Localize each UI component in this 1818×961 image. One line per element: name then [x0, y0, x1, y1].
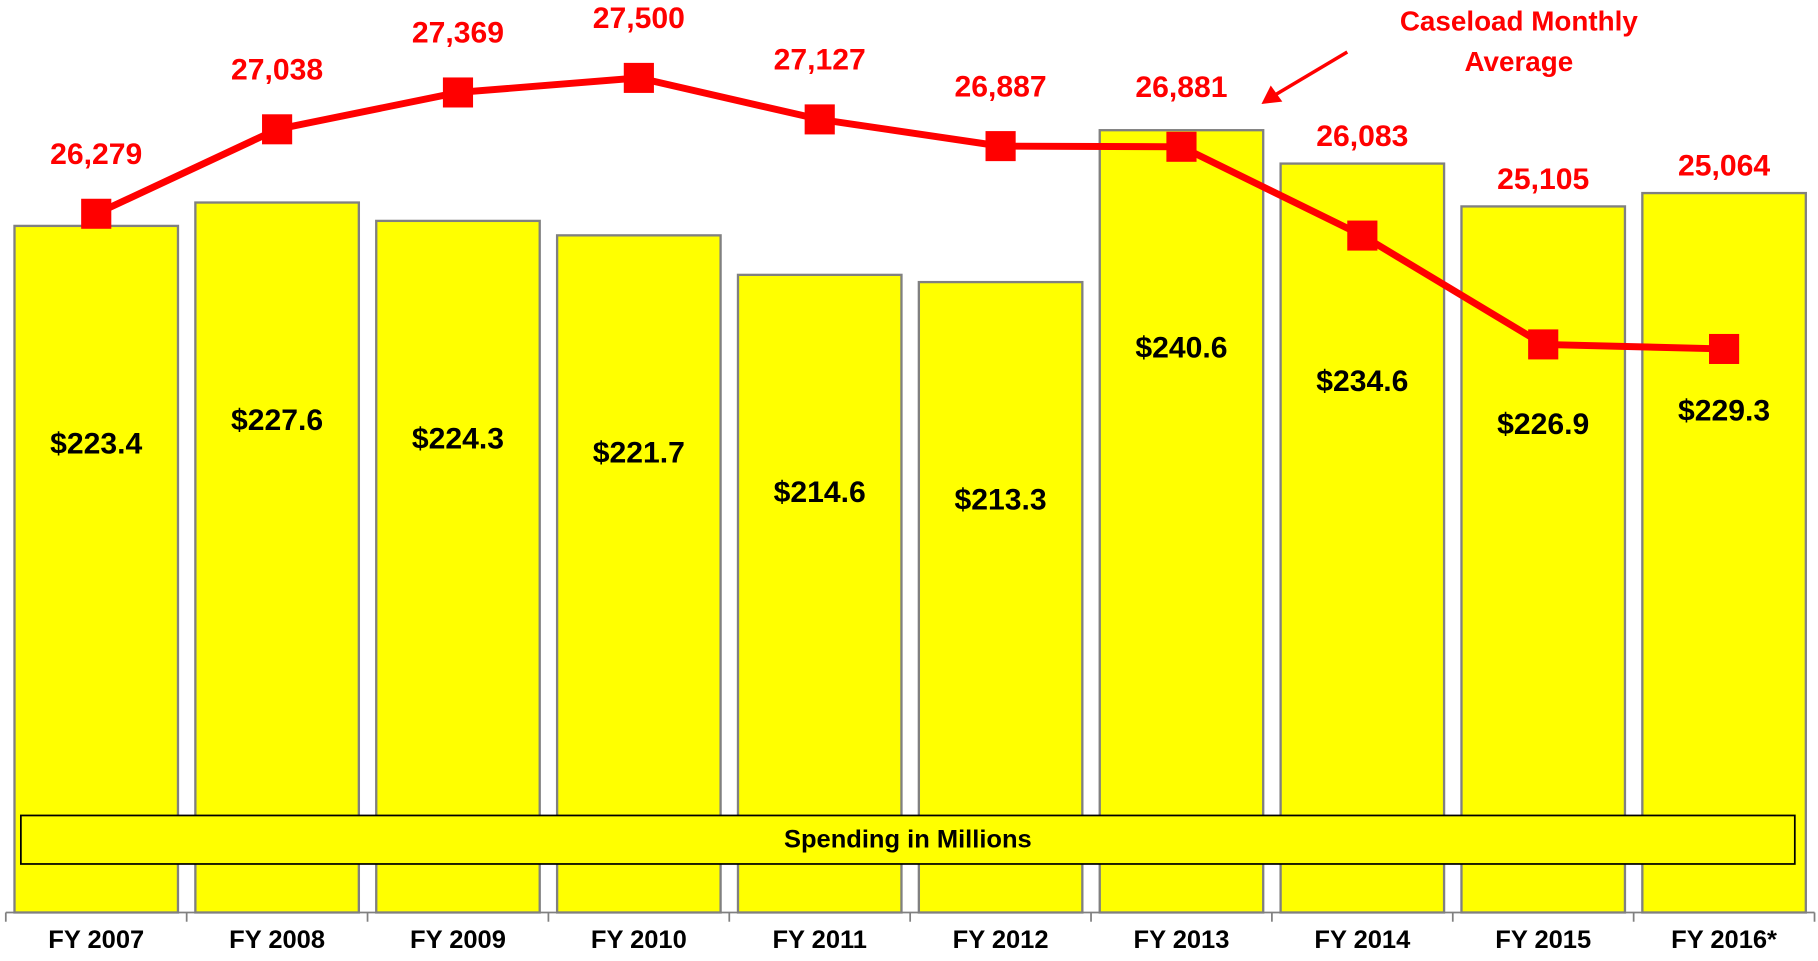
- line-marker: [1166, 131, 1197, 162]
- x-tick-label: FY 2013: [1134, 926, 1230, 954]
- bar-value-label: $224.3: [412, 422, 504, 455]
- line-marker: [442, 77, 474, 108]
- x-tick-label: FY 2010: [591, 926, 687, 954]
- x-tick-label: FY 2014: [1314, 926, 1411, 954]
- bar-value-label: $240.6: [1135, 332, 1227, 365]
- x-tick-label: FY 2015: [1495, 926, 1591, 954]
- bar-value-label: $213.3: [955, 484, 1047, 517]
- line-marker: [1528, 329, 1559, 360]
- bar: [1279, 162, 1446, 914]
- bar: [1460, 205, 1627, 914]
- bar: [555, 234, 722, 914]
- line-value-label: 25,105: [1497, 163, 1589, 196]
- bar: [194, 201, 361, 914]
- line-layer: [81, 62, 1740, 364]
- bars: [13, 129, 1807, 914]
- bar: [917, 280, 1084, 914]
- bar: [1098, 129, 1265, 914]
- x-tick-label: FY 2016*: [1671, 926, 1777, 954]
- bar: [13, 224, 180, 914]
- line-value-label: 27,369: [412, 17, 504, 50]
- bar: [736, 273, 903, 914]
- line-value-label: 26,083: [1316, 120, 1408, 153]
- line-value-label: 25,064: [1678, 150, 1770, 183]
- line-marker: [985, 131, 1016, 162]
- line-marker: [1709, 333, 1740, 364]
- bar-value-label: $221.7: [593, 437, 685, 470]
- bar-value-label: $214.6: [774, 476, 866, 509]
- line-marker: [1347, 220, 1378, 251]
- annotation: Caseload Monthly: [1400, 5, 1639, 36]
- x-tick-label: FY 2008: [229, 926, 325, 954]
- line-marker: [804, 104, 835, 135]
- bar: [1641, 191, 1807, 914]
- line-marker: [81, 198, 112, 229]
- annotation-arrow: [1274, 50, 1349, 97]
- x-tick-label: FY 2007: [48, 926, 144, 954]
- line: [94, 74, 1725, 353]
- bar-value-label: $223.4: [50, 427, 142, 460]
- labels: $223.4 $227.6 $224.3 $221.7 $214.6 $213.3 $240…: [20, 2, 1796, 865]
- line-value-label: 27,500: [593, 2, 685, 35]
- annotation: Average: [1464, 46, 1573, 77]
- annotation-arrowhead: [1261, 85, 1283, 104]
- line-value-label: 27,038: [231, 54, 323, 87]
- line-value-label: 26,887: [955, 70, 1047, 103]
- bar-value-label: $229.3: [1678, 395, 1770, 428]
- bar-value-label: $227.6: [231, 404, 323, 437]
- x-tick-label: FY 2009: [410, 926, 506, 954]
- line-marker: [623, 62, 654, 93]
- bar-value-label: $226.9: [1497, 408, 1589, 441]
- bar-value-label: $234.6: [1316, 365, 1408, 398]
- series-label-box: [20, 814, 1796, 865]
- line-value-label: 26,881: [1135, 71, 1227, 104]
- line-value-label: 27,127: [774, 44, 866, 77]
- line-marker: [262, 114, 293, 145]
- x-tick-label: FY 2011: [772, 926, 866, 954]
- series-label: Spending in Millions: [784, 826, 1032, 854]
- bar: [375, 219, 541, 914]
- line-value-label: 26,279: [50, 138, 142, 171]
- x-tick-label: FY 2012: [953, 926, 1049, 954]
